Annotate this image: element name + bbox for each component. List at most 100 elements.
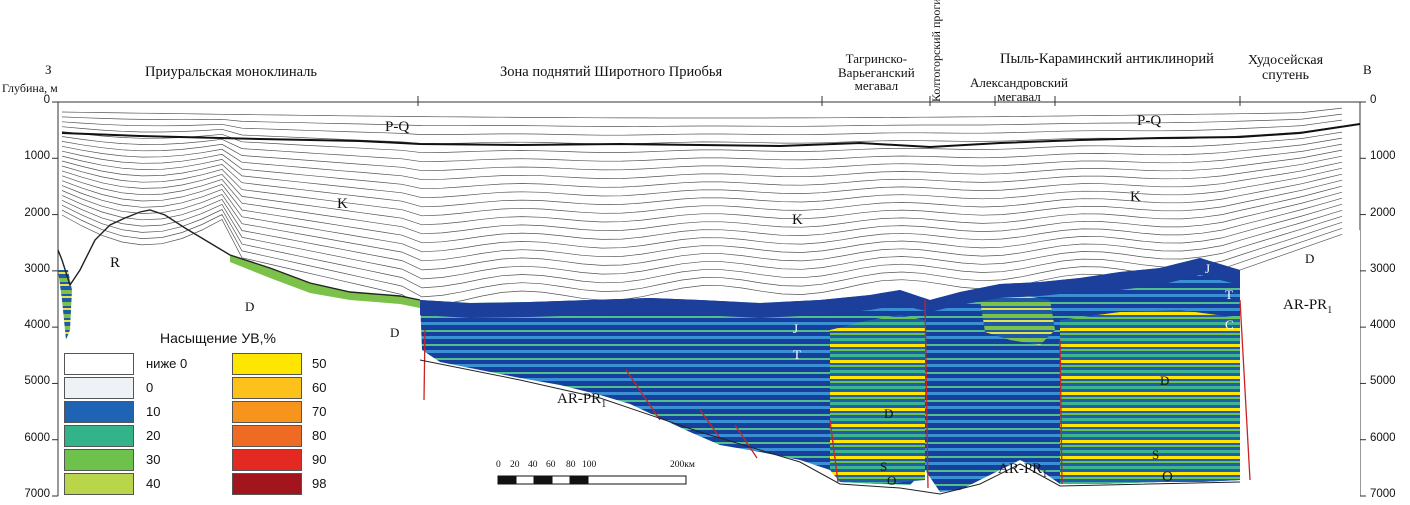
strat-t-1: T xyxy=(1225,287,1233,302)
sediment-layer-line xyxy=(61,155,1343,199)
zone-alex-label: Александровский мегавал xyxy=(970,76,1068,103)
legend-swatch-ниже-0 xyxy=(64,353,134,375)
sediment-layer-line xyxy=(61,190,1343,262)
strat-c-1: C xyxy=(1225,317,1234,332)
zone-tagr-label: Тагринско- Варьеганский мегавал xyxy=(838,52,915,93)
scale-tick-0: 0 xyxy=(496,460,501,470)
saturation-pyl-block xyxy=(1060,310,1240,484)
strat-t-2: T xyxy=(793,347,801,362)
sediment-layer-line xyxy=(61,107,1343,119)
strat-d-4: D xyxy=(884,406,894,421)
right-depth-tick-label: 3000 xyxy=(1370,262,1396,275)
zone-boundary-ticks xyxy=(417,96,1241,106)
strat-ar-pr-3-text: AR-PR xyxy=(1283,297,1328,313)
legend-swatch-20 xyxy=(64,425,134,447)
left-depth-tick-label: 0 xyxy=(43,94,50,106)
legend-swatch-80 xyxy=(232,425,302,447)
left-depth-tick-label: 3000 xyxy=(24,262,50,275)
left-depth-tick-label: 6000 xyxy=(24,431,50,444)
saturation-tagr-block xyxy=(830,315,925,484)
legend-swatch-10 xyxy=(64,401,134,423)
zone-khud-label: Худосейская спутень xyxy=(1248,53,1324,83)
basement-light xyxy=(1240,230,1360,496)
strat-ar-pr-2-sub: 1 xyxy=(1042,469,1048,480)
legend-label: 10 xyxy=(146,404,161,419)
zone-tagr-line-1: Тагринско- xyxy=(845,51,908,66)
saturation-left-wedge xyxy=(58,270,72,340)
strat-d-2: D xyxy=(390,325,400,340)
scale-end-label: 200км xyxy=(670,460,695,470)
legend-label: 50 xyxy=(312,356,327,371)
sediment-layer-line xyxy=(61,170,1343,226)
legend-label: ниже 0 xyxy=(146,356,188,371)
strat-k-3: K xyxy=(1130,189,1141,205)
legend-swatch-90 xyxy=(232,449,302,471)
strat-ar-pr-1: AR-PR1 xyxy=(557,392,606,410)
zone-khud-line-1: Худосейская xyxy=(1248,53,1324,68)
strat-ar-pr-3-sub: 1 xyxy=(1327,305,1333,316)
legend-swatch-40 xyxy=(64,473,134,495)
saturation-alex-block xyxy=(980,295,1055,345)
depth-axis-label: Глубина, м xyxy=(2,81,58,95)
right-depth-tick-label: 4000 xyxy=(1370,319,1396,332)
strat-d-1: D xyxy=(245,299,255,314)
sediment-layer-line xyxy=(61,145,1343,181)
legend-label: 0 xyxy=(146,380,154,395)
scale-bar-segments xyxy=(497,475,687,485)
sediment-layer-line xyxy=(61,175,1343,235)
left-depth-tick-label: 4000 xyxy=(24,319,50,332)
legend-swatch-50 xyxy=(232,353,302,375)
right-depth-tick-label: 0 xyxy=(1370,94,1377,106)
right-depth-tick-label: 2000 xyxy=(1370,206,1396,219)
legend-swatch-70 xyxy=(232,401,302,423)
strat-ar-pr-2: AR-PR1 xyxy=(998,462,1047,480)
left-depth-tick-label: 1000 xyxy=(24,150,50,163)
scale-bar xyxy=(497,475,687,485)
sediment-layer-line xyxy=(61,209,1343,298)
right-depth-tick-label: 7000 xyxy=(1370,488,1396,500)
strat-r: R xyxy=(110,255,121,271)
scale-tick-60: 60 xyxy=(546,460,556,470)
saturation-upper-band xyxy=(420,258,1240,318)
sediment-layer-line xyxy=(61,185,1343,253)
left-depth-tick-label: 5000 xyxy=(24,375,50,388)
sediment-layer-line xyxy=(61,165,1343,217)
strat-ar-pr-2-text: AR-PR xyxy=(998,461,1043,477)
sediment-layer-line xyxy=(61,141,1343,172)
strat-j-1: J xyxy=(1205,261,1211,276)
saturation-legend: ниже 0 0 10 20 30 40 50 60 70 80 90 98 xyxy=(64,353,326,497)
scale-tick-80: 80 xyxy=(566,460,576,470)
strat-k-2: K xyxy=(792,212,803,228)
legend-label: 80 xyxy=(312,428,327,443)
strat-ar-pr-1-sub: 1 xyxy=(601,399,607,410)
pq-marker-line xyxy=(61,123,1361,149)
legend-label: 20 xyxy=(146,428,161,443)
sediment-layer-line xyxy=(61,136,1343,163)
saturation-monocline-strip xyxy=(230,255,420,308)
zone-khud-line-2: спутень xyxy=(1262,67,1309,83)
strat-pq-1: P-Q xyxy=(385,119,410,135)
left-depth-tick-label: 2000 xyxy=(24,206,50,219)
faults xyxy=(423,299,1251,489)
legend-swatch-0 xyxy=(64,377,134,399)
legend-swatch-98 xyxy=(232,473,302,495)
zone-priural-label: Приуральская моноклиналь xyxy=(145,64,318,80)
scale-tick-20: 20 xyxy=(510,460,520,470)
legend-label: 90 xyxy=(312,452,327,467)
strat-d-5: D xyxy=(1160,373,1170,388)
strat-o-2: O xyxy=(1162,469,1173,485)
strat-ar-pr-1-text: AR-PR xyxy=(557,391,602,407)
sediment-layer-line xyxy=(61,150,1343,190)
sediment-layer-line xyxy=(61,160,1343,208)
sediment-layer-line xyxy=(61,204,1343,289)
zone-shirot-label: Зона поднятий Широтного Приобья xyxy=(500,64,723,80)
sediment-layer-line xyxy=(61,199,1343,280)
legend-label: 70 xyxy=(312,404,327,419)
strat-s-2: S xyxy=(1152,447,1160,462)
right-depth-tick-label: 6000 xyxy=(1370,431,1396,444)
zone-alex-line-2: мегавал xyxy=(997,88,1041,104)
scale-tick-40: 40 xyxy=(528,460,538,470)
right-depth-tick-label: 1000 xyxy=(1370,150,1396,163)
legend-swatch-60 xyxy=(232,377,302,399)
